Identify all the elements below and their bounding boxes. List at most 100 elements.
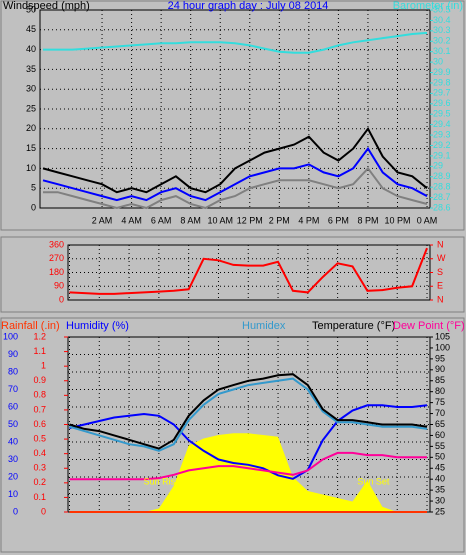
line <box>42 126 428 194</box>
y3-tick-label: 0 <box>41 506 46 516</box>
y3-tick-label: 0.1 <box>33 492 46 502</box>
y2-tick-label: 29.1 <box>433 150 451 160</box>
y-tick-label: 10 <box>8 489 18 499</box>
line <box>69 451 427 481</box>
legend-label: Dew Point (°F) <box>393 320 465 332</box>
x-tick-label: 6 PM <box>328 215 349 225</box>
y3-tick-label: 1.2 <box>33 331 46 341</box>
area <box>69 433 427 512</box>
y3-tick-label: 1 <box>41 361 46 371</box>
y2-tick-label: 29 <box>433 161 443 171</box>
panel-frame <box>0 317 465 553</box>
y2-tick-label: 25 <box>435 506 445 516</box>
y-tick-label: 80 <box>8 366 18 376</box>
y2-tick-label: 29.3 <box>433 129 451 139</box>
y2-tick-label: 30.3 <box>433 25 451 35</box>
legend-label: Temperature (°F) <box>312 320 395 332</box>
y2-tick-label: 85 <box>435 375 445 385</box>
y2-tick-label: 105 <box>435 331 450 341</box>
line <box>69 404 428 480</box>
x-tick-label: 0 AM <box>417 215 438 225</box>
y2-tick-label: 70 <box>435 408 445 418</box>
y2-tick-label: W <box>437 253 446 263</box>
y2-tick-label: 60 <box>435 430 445 440</box>
y2-tick-label: S <box>437 267 443 277</box>
y3-tick-label: 0.8 <box>33 390 46 400</box>
y3-tick-label: 0.6 <box>33 419 46 429</box>
y-tick-label: 10 <box>26 163 36 173</box>
y2-tick-label: 29.2 <box>433 140 451 150</box>
y2-tick-label: 30.1 <box>433 46 451 56</box>
y2-tick-label: 75 <box>435 397 445 407</box>
y2-tick-label: 28.8 <box>433 182 451 192</box>
y-tick-label: 30 <box>26 84 36 94</box>
x-tick-label: 2 AM <box>92 215 113 225</box>
y-tick-label: 360 <box>49 239 64 249</box>
y-tick-label: 40 <box>8 436 18 446</box>
y2-tick-label: 29.8 <box>433 77 451 87</box>
y2-tick-label: 30.5 <box>433 4 451 14</box>
legend-label: Rainfall (.in) <box>1 320 60 332</box>
annotation: Sun Rise <box>144 476 181 486</box>
y-tick-label: 60 <box>8 401 18 411</box>
x-tick-label: 4 AM <box>121 215 142 225</box>
x-tick-label: 12 PM <box>237 215 263 225</box>
y2-tick-label: 95 <box>435 353 445 363</box>
y2-tick-label: 45 <box>435 463 445 473</box>
line <box>69 247 428 295</box>
y2-tick-label: 29.5 <box>433 109 451 119</box>
line <box>43 166 428 210</box>
y-tick-label: 5 <box>31 183 36 193</box>
y-tick-label: 0 <box>59 294 64 304</box>
line <box>42 146 428 202</box>
y-tick-label: 40 <box>26 44 36 54</box>
y-axis-label: Windspeed (mph) <box>3 0 90 12</box>
y2-tick-label: 30 <box>433 56 443 66</box>
y2-tick-label: N <box>437 239 444 249</box>
y-tick-label: 20 <box>26 123 36 133</box>
panel-frame <box>0 236 465 313</box>
y-tick-label: 15 <box>26 143 36 153</box>
y2-tick-label: E <box>437 281 443 291</box>
y3-tick-label: 0.9 <box>33 375 46 385</box>
y2-tick-label: 65 <box>435 419 445 429</box>
x-tick-label: 10 PM <box>384 215 410 225</box>
y3-tick-label: 0.7 <box>33 404 46 414</box>
y-tick-label: 30 <box>8 454 18 464</box>
legend-label: Humidex <box>242 320 286 332</box>
y2-tick-label: 30.2 <box>433 36 451 46</box>
y2-tick-label: 28.9 <box>433 171 451 181</box>
y-tick-label: 50 <box>26 4 36 14</box>
y3-tick-label: 1.1 <box>33 346 46 356</box>
x-tick-label: 10 AM <box>207 215 233 225</box>
y2-tick-label: 29.9 <box>433 67 451 77</box>
y2-axis-label: Barometer (in) <box>393 0 463 12</box>
y2-tick-label: 29.7 <box>433 88 451 98</box>
y2-tick-label: 90 <box>435 364 445 374</box>
y2-tick-label: 50 <box>435 452 445 462</box>
y-tick-label: 45 <box>26 24 36 34</box>
y2-tick-label: 30.4 <box>433 15 451 25</box>
x-tick-label: 2 PM <box>269 215 290 225</box>
y3-tick-label: 0.2 <box>33 477 46 487</box>
chart-title: 24 hour graph day : July 08 2014 <box>168 0 329 12</box>
y2-tick-label: 55 <box>435 441 445 451</box>
y-tick-label: 100 <box>3 331 18 341</box>
y2-tick-label: 30 <box>435 495 445 505</box>
panel-frame <box>0 0 465 231</box>
y2-tick-label: 29.4 <box>433 119 451 129</box>
y-tick-label: 25 <box>26 103 36 113</box>
y-tick-label: 0 <box>31 202 36 212</box>
x-tick-label: 6 AM <box>151 215 172 225</box>
x-tick-label: 8 AM <box>180 215 201 225</box>
x-tick-label: 8 PM <box>357 215 378 225</box>
y-tick-label: 90 <box>54 281 64 291</box>
x-tick-label: 4 PM <box>298 215 319 225</box>
y2-tick-label: 40 <box>435 474 445 484</box>
y3-tick-label: 0.3 <box>33 463 46 473</box>
y-tick-label: 90 <box>8 349 18 359</box>
y3-tick-label: 0.5 <box>33 433 46 443</box>
line <box>43 31 428 54</box>
annotation: Sun Set <box>357 476 390 486</box>
y2-tick-label: N <box>437 294 444 304</box>
